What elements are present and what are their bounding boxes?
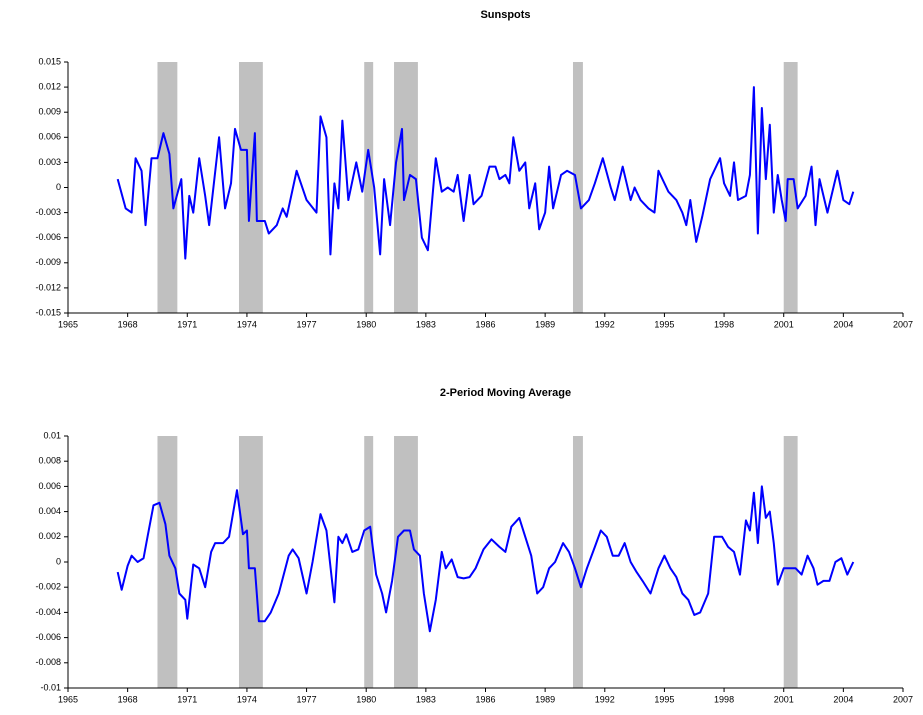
x-tick-label: 1992: [595, 694, 615, 704]
x-tick-label: 1989: [535, 319, 555, 329]
chart-title: Sunspots: [480, 9, 530, 21]
x-tick-label: 1998: [714, 694, 734, 704]
x-tick-label: 1980: [356, 694, 376, 704]
recession-shade: [394, 436, 418, 688]
y-tick-label: -0.002: [35, 582, 61, 592]
y-tick-label: -0.015: [35, 307, 61, 317]
y-tick-label: -0.006: [35, 232, 61, 242]
y-tick-label: -0.008: [35, 657, 61, 667]
x-tick-label: 2004: [833, 694, 853, 704]
x-tick-label: 1974: [237, 319, 257, 329]
x-tick-label: 2001: [774, 694, 794, 704]
y-tick-label: 0.01: [43, 430, 61, 440]
y-tick-label: 0.009: [38, 107, 61, 117]
x-tick-label: 1983: [416, 319, 436, 329]
x-tick-label: 1968: [118, 694, 138, 704]
y-tick-label: 0.002: [38, 531, 61, 541]
y-tick-label: 0.006: [38, 132, 61, 142]
recession-shade: [783, 62, 798, 313]
recession-shade: [238, 436, 263, 688]
y-tick-label: 0: [56, 182, 61, 192]
y-tick-label: 0.006: [38, 481, 61, 491]
x-tick-label: 1986: [475, 694, 495, 704]
x-tick-label: 1983: [416, 694, 436, 704]
y-tick-label: -0.012: [35, 282, 61, 292]
x-tick-label: 1992: [595, 319, 615, 329]
recession-shade: [157, 436, 178, 688]
y-tick-label: 0.003: [38, 157, 61, 167]
x-tick-label: 2007: [893, 319, 913, 329]
y-tick-label: -0.006: [35, 632, 61, 642]
y-tick-label: 0: [56, 556, 61, 566]
x-tick-label: 1965: [58, 694, 78, 704]
x-tick-label: 2007: [893, 694, 913, 704]
y-tick-label: -0.01: [40, 682, 61, 692]
x-tick-label: 1980: [356, 319, 376, 329]
x-tick-label: 2001: [774, 319, 794, 329]
recession-shade: [783, 436, 798, 688]
x-tick-label: 1998: [714, 319, 734, 329]
x-tick-label: 1995: [654, 319, 674, 329]
x-tick-label: 2004: [833, 319, 853, 329]
y-tick-label: 0.004: [38, 506, 61, 516]
recession-shade: [157, 62, 178, 313]
x-tick-label: 1971: [177, 319, 197, 329]
x-tick-label: 1965: [58, 319, 78, 329]
chart-title: 2-Period Moving Average: [440, 387, 571, 399]
y-tick-label: 0.012: [38, 81, 61, 91]
x-tick-label: 1989: [535, 694, 555, 704]
x-tick-label: 1977: [297, 319, 317, 329]
data-line: [116, 86, 855, 260]
x-tick-label: 1995: [654, 694, 674, 704]
recession-shade: [364, 436, 374, 688]
x-tick-label: 1986: [475, 319, 495, 329]
x-tick-label: 1974: [237, 694, 257, 704]
x-tick-label: 1968: [118, 319, 138, 329]
x-tick-label: 1977: [297, 694, 317, 704]
y-tick-label: -0.003: [35, 207, 61, 217]
recession-shade: [572, 436, 583, 688]
y-tick-label: 0.008: [38, 456, 61, 466]
data-line: [116, 485, 855, 633]
y-tick-label: 0.015: [38, 56, 61, 66]
x-tick-label: 1971: [177, 694, 197, 704]
y-tick-label: -0.009: [35, 257, 61, 267]
recession-shade: [364, 62, 374, 313]
y-tick-label: -0.004: [35, 607, 61, 617]
